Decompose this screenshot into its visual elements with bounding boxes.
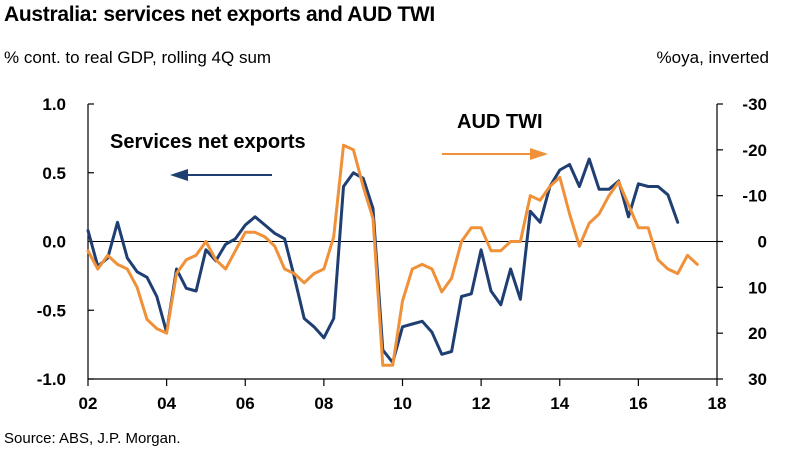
aud-twi-line bbox=[86, 143, 699, 367]
left-tick-label: 0.5 bbox=[42, 164, 66, 183]
source-note: Source: ABS, J.P. Morgan. bbox=[4, 430, 181, 447]
left-tick-label: -0.5 bbox=[37, 301, 66, 320]
x-tick-label: 02 bbox=[79, 394, 98, 413]
right-tick-label: -20 bbox=[742, 141, 767, 160]
x-tick-label: 14 bbox=[550, 394, 569, 413]
services-net-exports-line bbox=[86, 157, 680, 364]
left-tick-label: -1.0 bbox=[37, 370, 66, 389]
x-tick-label: 18 bbox=[708, 394, 727, 413]
chart-lines bbox=[86, 143, 699, 367]
right-tick-label: -30 bbox=[742, 95, 767, 114]
x-tick-label: 10 bbox=[393, 394, 412, 413]
x-tick-label: 08 bbox=[314, 394, 333, 413]
x-tick-label: 12 bbox=[472, 394, 491, 413]
aud-annotation-label: AUD TWI bbox=[457, 111, 543, 133]
left-tick-label: 0.0 bbox=[42, 233, 66, 252]
x-tick-label: 06 bbox=[236, 394, 255, 413]
right-axis-label: %oya, inverted bbox=[656, 48, 769, 67]
x-tick-label: 16 bbox=[629, 394, 648, 413]
right-tick-label: 20 bbox=[748, 324, 767, 343]
chart-annotations: Services net exports AUD TWI bbox=[110, 111, 548, 181]
left-tick-label: 1.0 bbox=[42, 95, 66, 114]
right-tick-label: 10 bbox=[748, 278, 767, 297]
right-tick-label: 0 bbox=[758, 233, 767, 252]
chart-title: Australia: services net exports and AUD … bbox=[4, 3, 435, 26]
x-tick-label: 04 bbox=[157, 394, 176, 413]
right-tick-label: -10 bbox=[742, 187, 767, 206]
services-annotation-label: Services net exports bbox=[110, 131, 306, 153]
right-tick-label: 30 bbox=[748, 370, 767, 389]
aud-arrow-head bbox=[530, 148, 548, 160]
services-arrow-head bbox=[170, 169, 188, 181]
left-axis-label: % cont. to real GDP, rolling 4Q sum bbox=[4, 48, 272, 67]
chart-axes: 1.0 0.5 0.0 -0.5 -1.0 -30 -20 -10 0 10 20 30 02 04 06 0… bbox=[37, 95, 767, 413]
